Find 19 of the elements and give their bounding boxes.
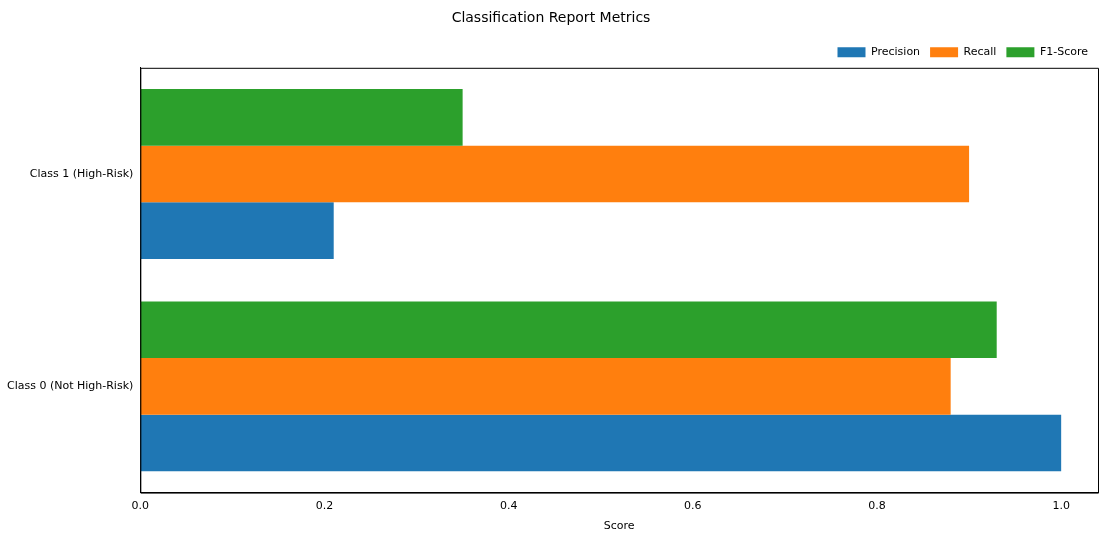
bar: [140, 89, 463, 146]
x-axis-title: Score: [603, 519, 635, 533]
chart-title: Classification Report Metrics: [451, 9, 651, 26]
x-tick-label: 0.8: [868, 499, 886, 513]
bar: [140, 202, 334, 259]
bar: [140, 358, 951, 415]
x-tick-label: 0.4: [499, 499, 518, 513]
x-tick-label: 0.2: [315, 499, 334, 513]
legend-label: Recall: [963, 45, 997, 59]
y-tick-label: Class 1 (High-Risk): [29, 166, 134, 180]
bar: [140, 414, 1062, 472]
legend-label: Precision: [871, 45, 921, 59]
bar: [140, 145, 970, 203]
legend-label: F1-Score: [1039, 45, 1089, 59]
y-tick-label: Class 0 (Not High-Risk): [6, 379, 134, 393]
x-tick-label: 0.6: [684, 499, 702, 513]
x-tick-label: 0.0: [131, 499, 150, 513]
bar: [140, 301, 997, 359]
x-tick-label: 1.0: [1052, 499, 1070, 513]
